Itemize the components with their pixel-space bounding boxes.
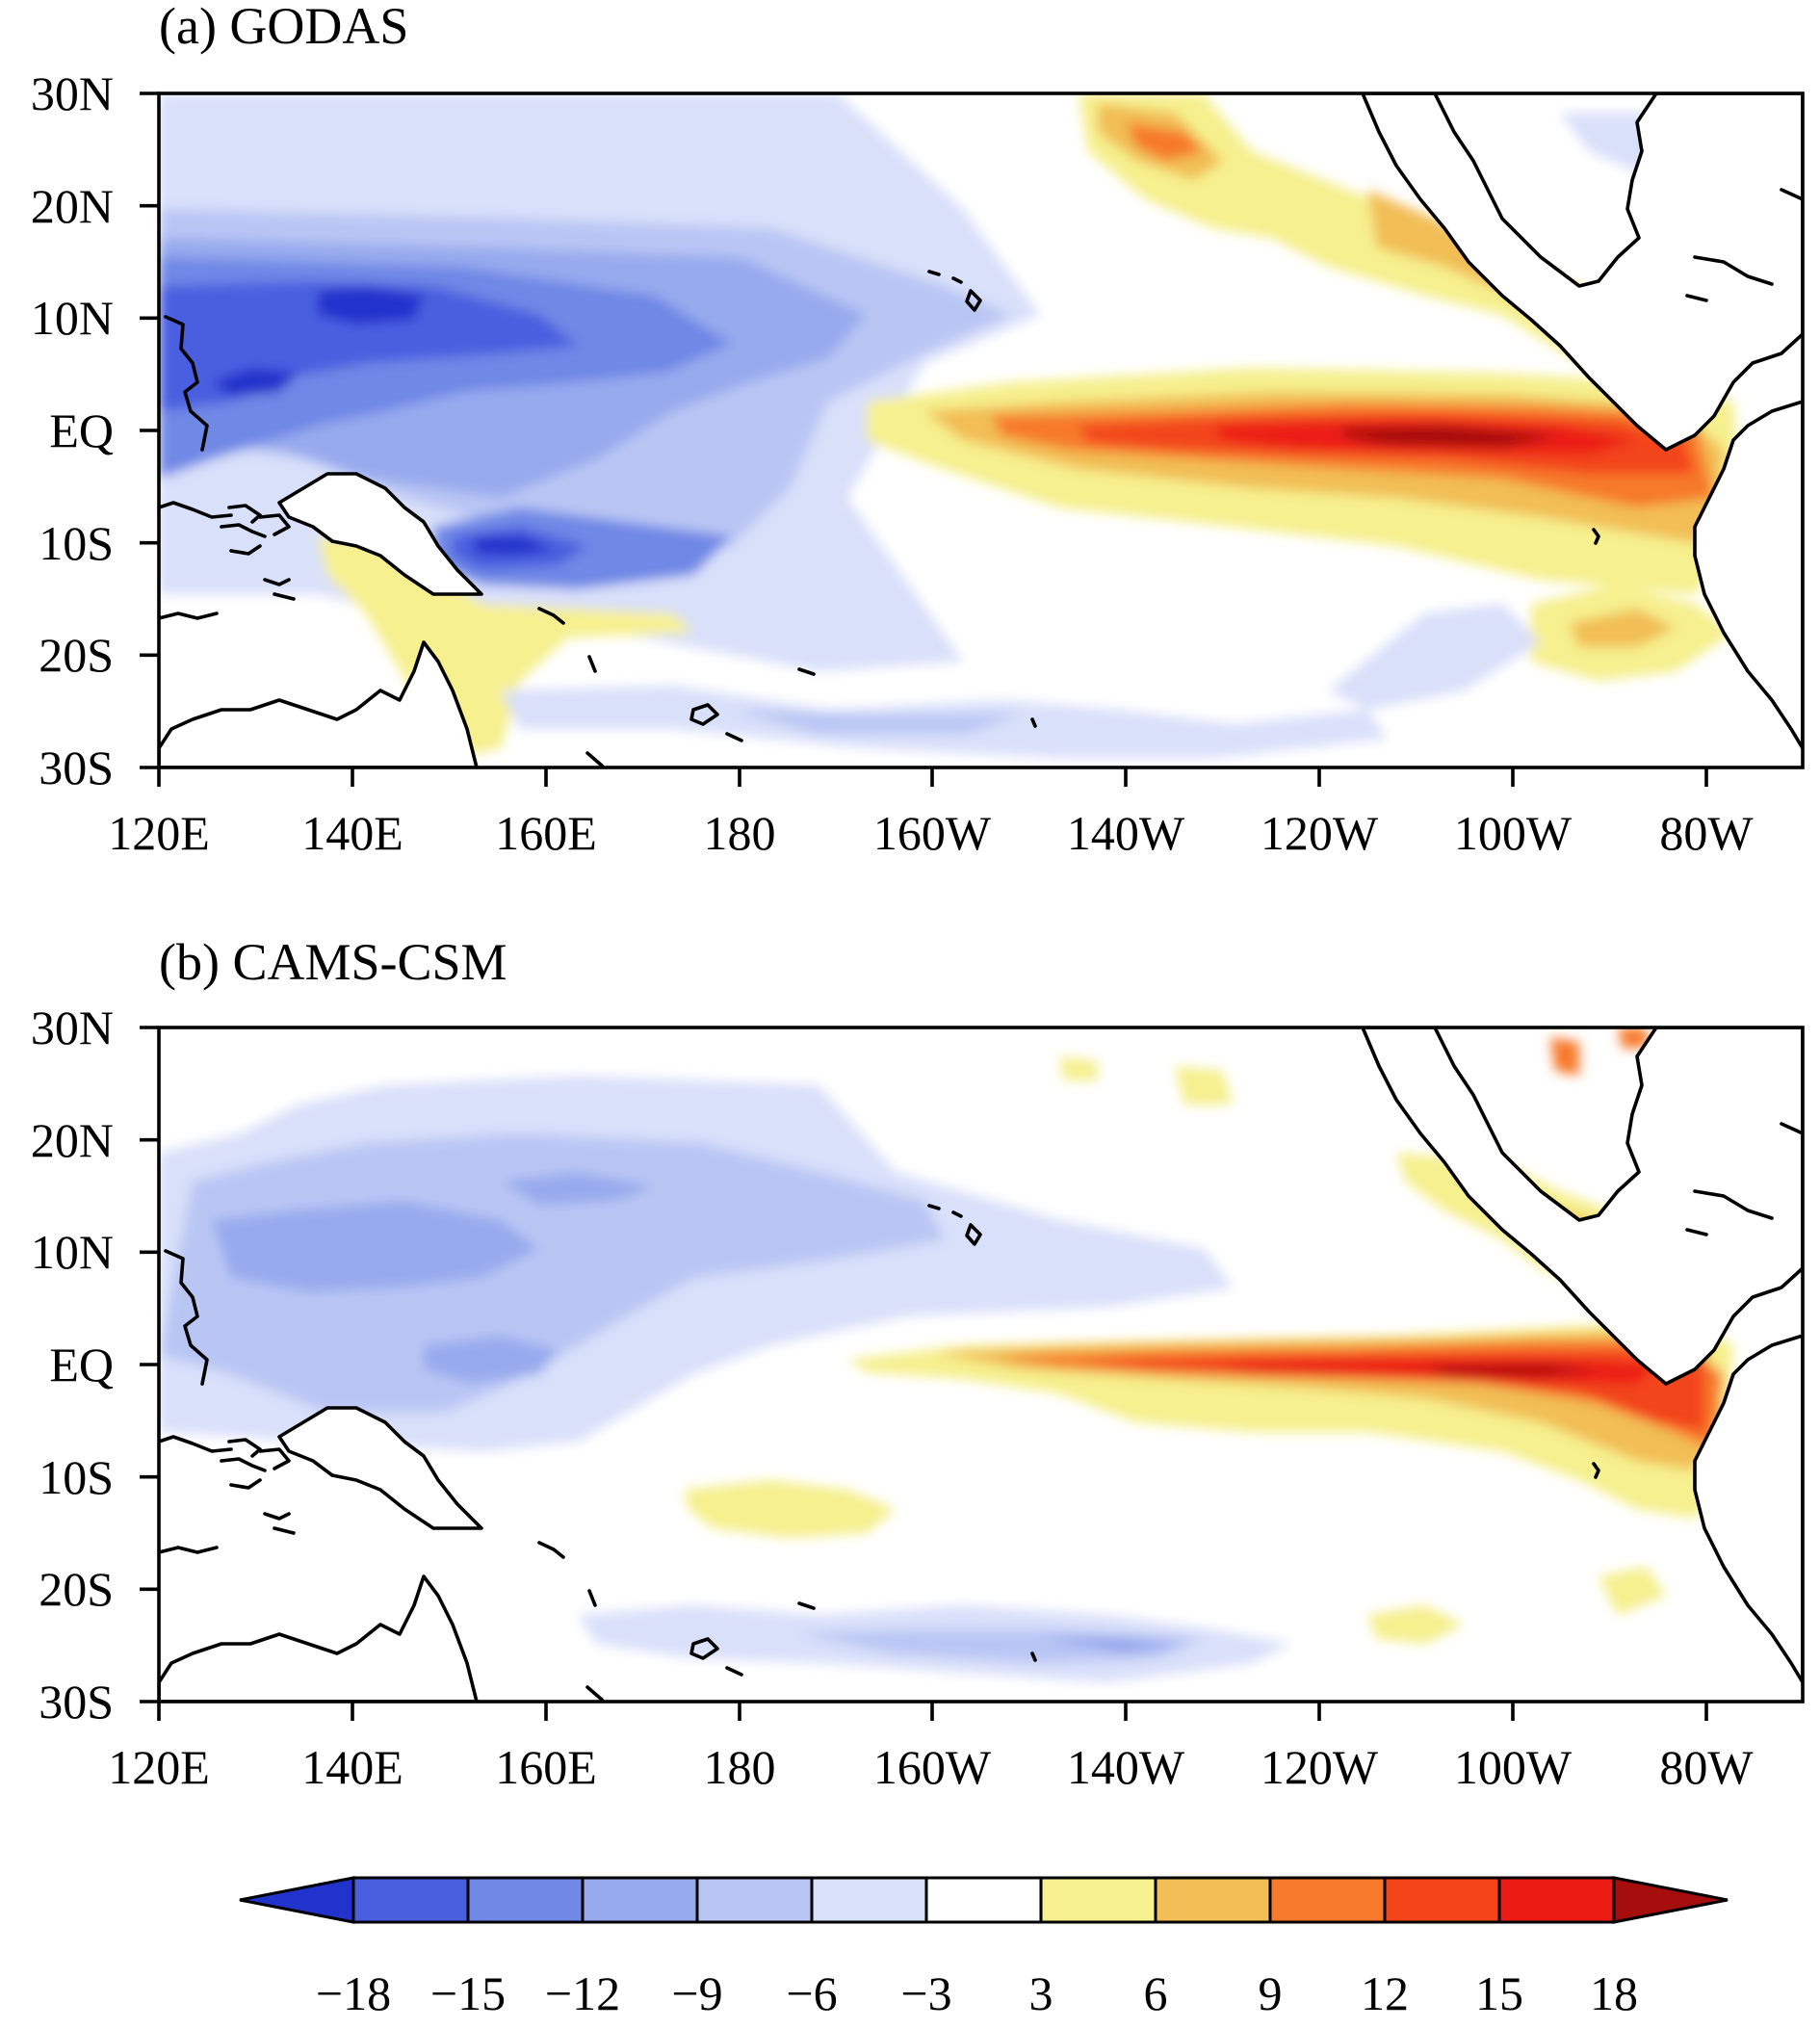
colorbar-swatch	[1268, 1876, 1387, 1924]
panel-b-title: (b) CAMS-CSM	[159, 933, 507, 991]
panel-a-lon-tick-label: 160W	[873, 806, 992, 860]
colorbar-swatch	[351, 1876, 470, 1924]
colorbar-swatch	[695, 1876, 814, 1924]
colorbar-label: 3	[1029, 1966, 1053, 2020]
panel-b-lon-tick-label: 140W	[1067, 1740, 1185, 1794]
colorbar-swatch	[581, 1876, 699, 1924]
colorbar-label: 9	[1259, 1966, 1283, 2020]
panel-b-lon-tick-label: 160E	[495, 1740, 597, 1794]
colorbar-label: 6	[1144, 1966, 1168, 2020]
colorbar-label: −9	[671, 1966, 722, 2020]
colorbar-swatches	[239, 1876, 1729, 1924]
colorbar-swatch	[810, 1876, 928, 1924]
colorbar-arrow-low	[239, 1876, 355, 1924]
panel-b-lon-tick-label: 100W	[1454, 1740, 1573, 1794]
colorbar: −18 −15 −12 −9 −6 −3 3 6 9 12 15 18	[239, 1876, 1729, 2020]
panel-a-lat-tick-label: 10S	[39, 516, 114, 570]
panel-b-lat-tick-label: 20S	[39, 1562, 114, 1616]
panel-a-lon-tick-label: 140W	[1067, 806, 1185, 860]
colorbar-swatch	[1039, 1876, 1157, 1924]
panel-b-lon-tick-label: 160W	[873, 1740, 992, 1794]
colorbar-swatch	[1383, 1876, 1501, 1924]
colorbar-swatch	[466, 1876, 585, 1924]
panel-b-lon-axis: 120E 140E 160E 180 160W 140W 120W 100W 8…	[108, 1702, 1754, 1794]
panel-a-lat-tick-label: EQ	[49, 403, 114, 457]
panel-a-lon-axis: 120E 140E 160E 180 160W 140W 120W 100W 8…	[108, 767, 1754, 860]
colorbar-label: 18	[1590, 1966, 1638, 2020]
panel-a-lon-tick-label: 180	[704, 806, 776, 860]
colorbar-label: 15	[1475, 1966, 1523, 2020]
panel-a-lat-tick-label: 20S	[39, 628, 114, 682]
colorbar-swatch	[924, 1876, 1043, 1924]
colorbar-label: −12	[545, 1966, 620, 2020]
colorbar-label: −3	[900, 1966, 951, 2020]
panel-b-lon-tick-label: 80W	[1659, 1740, 1754, 1794]
colorbar-swatch	[1497, 1876, 1616, 1924]
panel-b-lon-tick-label: 140E	[301, 1740, 403, 1794]
panel-a-lat-tick-label: 30N	[31, 66, 114, 120]
panel-b-lat-tick-label: 10N	[31, 1225, 114, 1279]
panel-b-lat-tick-label: 30S	[39, 1675, 114, 1729]
panel-a-lon-tick-label: 140E	[301, 806, 403, 860]
panel-b-lon-tick-label: 120W	[1261, 1740, 1379, 1794]
colorbar-label: −18	[316, 1966, 391, 2020]
panel-b-lon-tick-label: 180	[704, 1740, 776, 1794]
colorbar-label: 12	[1361, 1966, 1409, 2020]
panel-b-lat-tick-label: 20N	[31, 1113, 114, 1167]
panel-a-lon-tick-label: 120E	[108, 806, 210, 860]
panel-a-lon-tick-label: 160E	[495, 806, 597, 860]
panel-a-lon-tick-label: 100W	[1454, 806, 1573, 860]
colorbar-label: −15	[430, 1966, 506, 2020]
panel-a: (a) GODAS 30N 20N 10N EQ 10S 20S	[31, 0, 1805, 860]
panel-b: (b) CAMS-CSM 30N 20N 10N EQ 10S 20S	[31, 933, 1805, 1794]
panel-a-lat-axis: 30N 20N 10N EQ 10S 20S 30S	[31, 66, 159, 794]
panel-a-lat-tick-label: 10N	[31, 291, 114, 345]
colorbar-swatch	[1154, 1876, 1272, 1924]
colorbar-arrow-high	[1612, 1876, 1729, 1924]
panel-b-lat-tick-label: 30N	[31, 1001, 114, 1054]
panel-a-lon-tick-label: 80W	[1659, 806, 1754, 860]
panel-a-title: (a) GODAS	[159, 0, 408, 55]
panel-b-lat-tick-label: EQ	[49, 1338, 114, 1392]
panel-b-lon-tick-label: 120E	[108, 1740, 210, 1794]
panel-a-lat-tick-label: 20N	[31, 179, 114, 233]
panel-a-lat-tick-label: 30S	[39, 741, 114, 794]
colorbar-label: −6	[786, 1966, 837, 2020]
panel-a-lon-tick-label: 120W	[1261, 806, 1379, 860]
colorbar-labels: −18 −15 −12 −9 −6 −3 3 6 9 12 15 18	[316, 1966, 1638, 2020]
panel-b-lat-axis: 30N 20N 10N EQ 10S 20S 30S	[31, 1001, 159, 1729]
panel-b-lat-tick-label: 10S	[39, 1450, 114, 1504]
